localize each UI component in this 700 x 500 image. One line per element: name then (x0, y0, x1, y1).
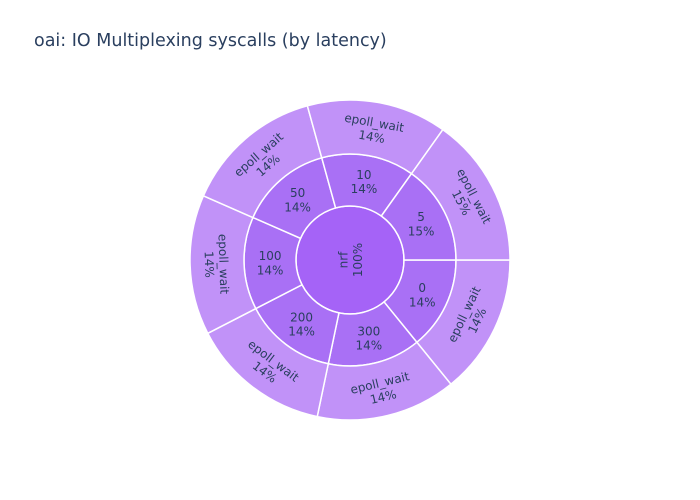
ring2-segment-2[interactable] (206, 307, 330, 418)
ring1-label-100: 100 14% (257, 249, 284, 277)
ring1-label-200: 200 14% (288, 310, 315, 338)
chart-title: oai: IO Multiplexing syscalls (by latenc… (34, 31, 387, 51)
root-label: nrf100% (337, 243, 365, 277)
ring2-label-3: epoll_wait14% (201, 234, 231, 295)
ring1-label-0: 0 14% (409, 281, 436, 309)
ring1-label-5: 5 15% (408, 210, 435, 238)
ring1-label-300: 300 14% (356, 324, 383, 352)
ring1-label-50: 50 14% (284, 186, 311, 214)
ring2-segment-4[interactable] (202, 104, 323, 219)
ring2-segment-1[interactable] (316, 341, 452, 421)
ring1-label-10: 10 14% (351, 168, 378, 196)
ring2-segment-5[interactable] (306, 99, 444, 175)
ring2-segment-3[interactable] (189, 194, 257, 335)
ring2-segment-6[interactable] (410, 128, 511, 261)
